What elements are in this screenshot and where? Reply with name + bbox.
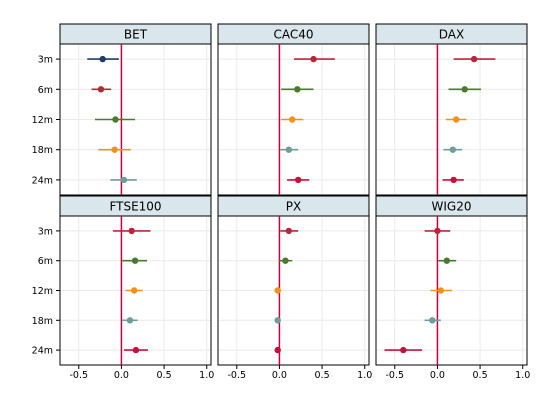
x-tick-label: 0.0: [114, 370, 129, 381]
y-tick-label: 24m: [32, 346, 53, 357]
estimate-point-6m: [461, 86, 468, 93]
y-tick-label: 18m: [32, 145, 53, 156]
estimate-point-12m: [289, 116, 296, 123]
estimate-point-6m: [282, 257, 289, 264]
estimate-point-12m: [131, 287, 138, 294]
x-tick-label: -0.5: [69, 370, 88, 381]
panel-title: DAX: [439, 28, 464, 42]
y-tick-label: 24m: [32, 175, 53, 186]
y-tick-label: 12m: [32, 115, 53, 126]
y-tick-label: 6m: [38, 85, 53, 96]
estimate-point-6m: [97, 86, 105, 93]
y-tick-label: 18m: [32, 316, 53, 327]
estimate-point-24m: [120, 176, 128, 184]
estimate-point-18m: [111, 146, 118, 153]
x-tick-label: -0.5: [385, 370, 404, 381]
x-tick-label: 1.0: [357, 370, 372, 381]
estimate-point-12m: [452, 116, 460, 123]
y-tick-label: 6m: [38, 256, 53, 267]
estimate-point-24m: [132, 346, 140, 354]
y-tick-label: 3m: [38, 226, 53, 237]
estimate-point-3m: [434, 227, 441, 235]
x-tick-label: 1.0: [199, 370, 214, 381]
estimate-point-24m: [274, 346, 281, 354]
estimate-point-6m: [131, 257, 139, 264]
estimate-point-3m: [310, 55, 317, 63]
x-tick-label: 0.5: [473, 370, 488, 381]
y-tick-label: 3m: [38, 55, 53, 66]
estimate-point-3m: [285, 227, 293, 235]
estimate-point-18m: [285, 146, 293, 153]
estimate-point-12m: [112, 116, 119, 123]
panel-title: WIG20: [432, 200, 472, 214]
panel-title: PX: [286, 200, 301, 214]
estimate-point-3m: [99, 55, 106, 63]
x-tick-label: -0.5: [227, 370, 246, 381]
panel-title: FTSE100: [109, 200, 161, 214]
estimate-point-6m: [294, 86, 301, 93]
x-tick-label: 0.5: [315, 370, 330, 381]
x-tick-label: 0.0: [272, 370, 287, 381]
panel-title: BET: [124, 28, 148, 42]
estimate-point-12m: [437, 287, 445, 294]
x-tick-label: 0.5: [157, 370, 172, 381]
estimate-point-24m: [400, 346, 407, 354]
estimate-point-24m: [294, 176, 302, 184]
panel-title: CAC40: [273, 28, 313, 42]
x-tick-label: 0.0: [430, 370, 445, 381]
estimate-point-18m: [449, 146, 456, 153]
y-tick-label: 12m: [32, 286, 53, 297]
x-tick-label: 1.0: [515, 370, 530, 381]
estimate-point-6m: [443, 257, 451, 264]
estimate-point-12m: [274, 287, 281, 294]
estimate-point-18m: [429, 317, 436, 324]
estimate-point-3m: [128, 227, 135, 235]
estimate-point-18m: [126, 317, 134, 324]
estimate-point-24m: [450, 176, 457, 184]
estimate-point-18m: [274, 317, 281, 324]
estimate-point-3m: [470, 55, 478, 63]
